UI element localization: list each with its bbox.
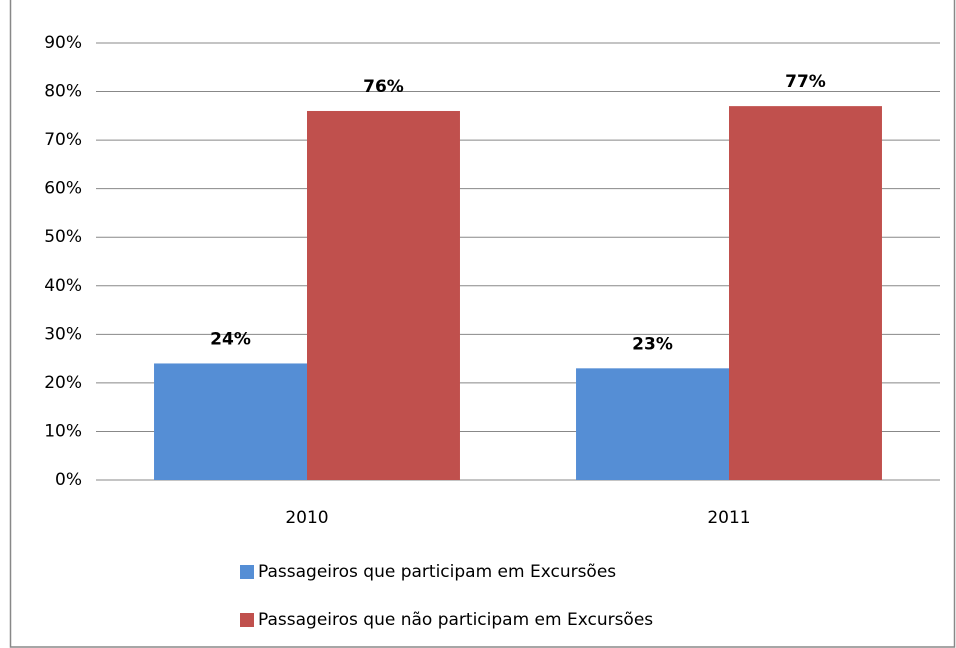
- x-tick-label: 2010: [285, 508, 328, 528]
- legend-swatch: [240, 565, 254, 579]
- y-tick-label: 90%: [44, 33, 82, 53]
- y-tick-label: 0%: [55, 470, 82, 490]
- data-label: 76%: [363, 77, 404, 97]
- y-tick-label: 80%: [44, 82, 82, 102]
- bar: [307, 110, 460, 480]
- y-tick-label: 40%: [44, 276, 82, 296]
- data-label: 77%: [785, 72, 826, 92]
- legend-label: Passageiros que participam em Excursões: [258, 562, 616, 582]
- data-label: 24%: [210, 329, 251, 349]
- y-tick-label: 30%: [44, 324, 82, 344]
- legend-swatch: [240, 613, 254, 627]
- y-tick-label: 20%: [44, 373, 82, 393]
- x-tick-label: 2011: [707, 508, 750, 528]
- y-tick-label: 50%: [44, 227, 82, 247]
- bar: [576, 368, 729, 480]
- y-tick-label: 10%: [44, 421, 82, 441]
- y-tick-label: 60%: [44, 179, 82, 199]
- y-tick-label: 70%: [44, 130, 82, 150]
- data-label: 23%: [632, 334, 673, 354]
- bar: [729, 106, 882, 480]
- legend-label: Passageiros que não participam em Excurs…: [258, 610, 653, 630]
- bar: [154, 363, 307, 480]
